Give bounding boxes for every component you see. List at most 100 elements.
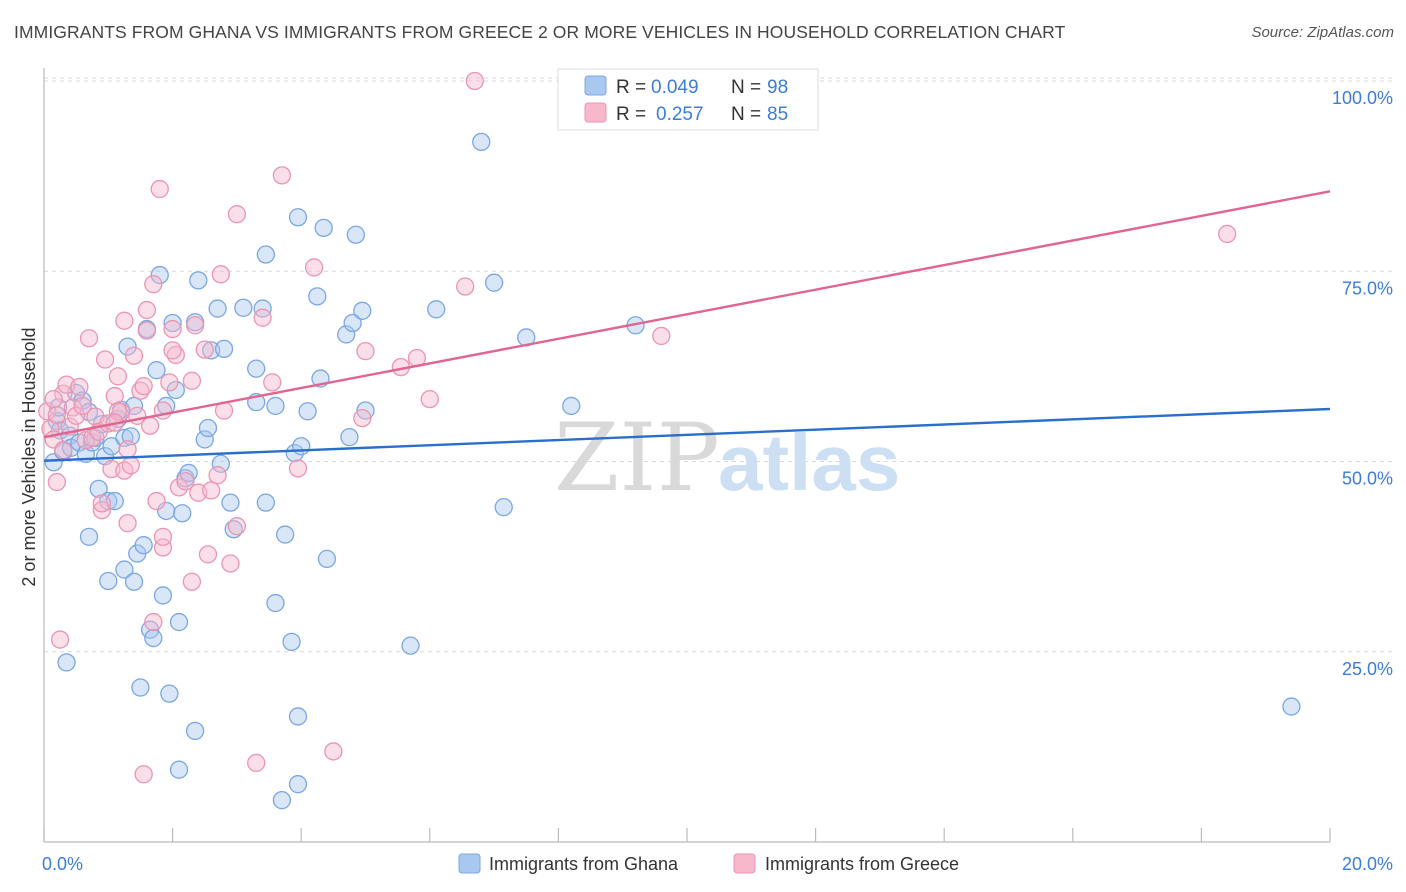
greece-point xyxy=(147,491,166,511)
ghana-point xyxy=(266,593,285,613)
greece-point xyxy=(105,386,124,406)
greece-point xyxy=(263,373,282,392)
greece-point xyxy=(92,501,112,520)
ghana-point xyxy=(288,208,308,227)
greece-point xyxy=(221,554,240,573)
greece-point xyxy=(456,277,475,296)
greece-point xyxy=(420,389,439,409)
greece-point xyxy=(208,466,227,485)
greece-point xyxy=(160,373,179,392)
greece-point xyxy=(288,459,308,478)
ghana-point xyxy=(195,430,214,449)
ghana-point xyxy=(189,271,208,290)
ghana-point xyxy=(275,525,295,544)
x-tick-label-max: 20.0% xyxy=(1342,854,1393,874)
ghana-point xyxy=(346,225,366,244)
greece-point xyxy=(44,389,63,409)
greece-point xyxy=(134,765,153,784)
ghana-point xyxy=(118,337,137,356)
greece-point xyxy=(47,472,67,492)
legend-greece-r-label: R = xyxy=(616,104,646,125)
ghana-point xyxy=(266,396,285,416)
ghana-point xyxy=(298,402,317,421)
greece-point xyxy=(124,346,144,365)
ghana-point xyxy=(134,536,153,555)
greece-series xyxy=(38,71,1237,784)
legend-greece-n-label: N = xyxy=(731,104,761,125)
greece-point xyxy=(144,275,163,294)
ghana-point xyxy=(163,313,182,333)
correlation-legend: R = 0.049 N = 98 R = 0.257 N = 85 xyxy=(557,68,819,131)
ghana-point xyxy=(147,361,166,380)
series-legend-greece-swatch xyxy=(733,853,756,874)
greece-point xyxy=(67,406,86,425)
watermark-zip: ZIP xyxy=(554,404,720,513)
y-axis-label: 2 or more Vehicles in Household xyxy=(19,327,39,586)
greece-point xyxy=(652,326,671,346)
ghana-point xyxy=(256,493,275,512)
ghana-point xyxy=(208,299,227,318)
series-legend-ghana-label: Immigrants from Ghana xyxy=(489,854,679,874)
ghana-point xyxy=(153,586,173,605)
greece-point xyxy=(153,527,173,546)
greece-point xyxy=(182,371,202,390)
y-tick-label: 50.0% xyxy=(1342,469,1393,489)
ghana-point xyxy=(317,549,337,569)
greece-trend-line xyxy=(43,190,1331,439)
legend-greece-n-value: 85 xyxy=(767,104,788,125)
ghana-point xyxy=(79,527,99,546)
ghana-point xyxy=(89,479,108,499)
greece-point xyxy=(272,166,292,185)
ghana-point xyxy=(211,454,230,473)
ghana-point xyxy=(169,760,189,779)
greece-point xyxy=(144,612,163,632)
greece-point xyxy=(247,753,266,773)
greece-point xyxy=(153,538,173,557)
ghana-point xyxy=(308,287,327,306)
greece-point xyxy=(108,402,128,421)
ghana-point xyxy=(282,632,301,652)
greece-point xyxy=(253,308,272,327)
ghana-point xyxy=(115,560,134,579)
greece-point xyxy=(465,71,484,91)
ghana-point xyxy=(234,298,253,317)
legend-ghana-n-label: N = xyxy=(731,77,761,98)
y-tick-label: 100.0% xyxy=(1332,88,1393,108)
greece-point xyxy=(185,316,205,335)
ghana-point xyxy=(337,325,356,344)
ghana-point xyxy=(562,396,581,416)
legend-ghana-r-value: 0.049 xyxy=(651,77,699,98)
legend-ghana-r-label: R = xyxy=(616,77,646,98)
ghana-trend-line xyxy=(43,407,1331,462)
chart-title: IMMIGRANTS FROM GHANA VS IMMIGRANTS FROM… xyxy=(14,22,1066,42)
ghana-point xyxy=(214,339,234,359)
ghana-point xyxy=(48,398,68,417)
ghana-point xyxy=(472,132,491,152)
greece-point xyxy=(324,742,343,761)
series-legend-ghana-swatch xyxy=(458,853,481,874)
ghana-point xyxy=(173,504,192,523)
ghana-point xyxy=(124,572,144,591)
ghana-point xyxy=(150,265,169,285)
ghana-point xyxy=(1282,697,1301,716)
ghana-point xyxy=(160,684,179,703)
greece-point xyxy=(353,408,372,428)
ghana-point xyxy=(224,520,243,539)
ghana-point xyxy=(272,790,292,810)
ghana-point xyxy=(314,218,333,238)
watermark: ZIP atlas xyxy=(554,404,900,513)
ghana-point xyxy=(353,301,372,320)
ghana-point xyxy=(343,313,362,333)
greece-point xyxy=(202,481,221,500)
greece-point xyxy=(1217,224,1237,244)
ghana-point xyxy=(340,427,359,447)
greece-point xyxy=(182,572,202,591)
ghana-point xyxy=(285,443,304,463)
ghana-point xyxy=(144,628,163,648)
ghana-point xyxy=(401,636,420,655)
y-tick-label: 25.0% xyxy=(1342,659,1393,679)
ghana-point xyxy=(484,273,504,292)
legend-greece-swatch xyxy=(584,102,607,123)
greece-point xyxy=(73,396,92,416)
greece-point xyxy=(108,367,128,386)
